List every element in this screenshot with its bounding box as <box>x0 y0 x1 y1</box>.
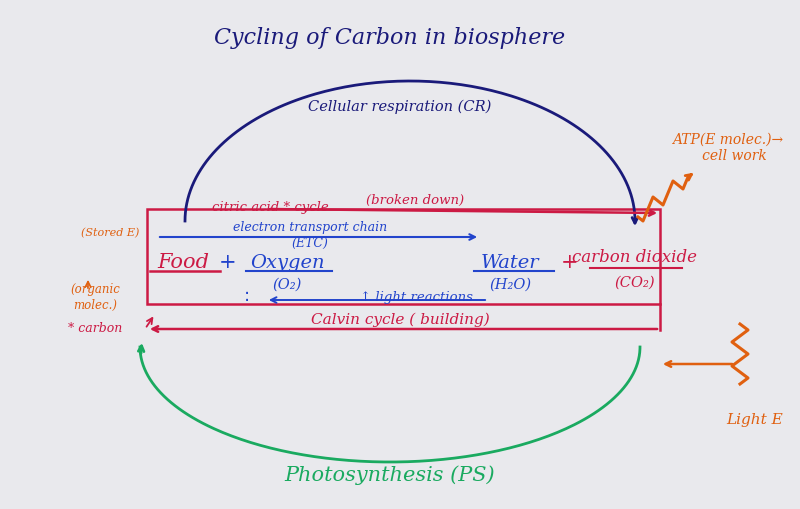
Text: ↑ light reactions: ↑ light reactions <box>360 291 473 304</box>
Text: Food: Food <box>157 253 209 272</box>
Text: carbon dioxide: carbon dioxide <box>573 249 698 266</box>
Text: (Stored E): (Stored E) <box>81 228 139 238</box>
Text: (O₂): (O₂) <box>272 277 302 292</box>
Text: citric acid * cycle: citric acid * cycle <box>212 200 328 213</box>
Text: Cellular respiration (CR): Cellular respiration (CR) <box>308 100 492 114</box>
Text: Water: Water <box>481 253 539 271</box>
Text: Light E: Light E <box>726 412 783 426</box>
Text: (H₂O): (H₂O) <box>489 277 531 292</box>
Text: +: + <box>219 253 237 272</box>
Text: molec.): molec.) <box>73 298 117 311</box>
Text: ATP(E molec.)→
   cell work: ATP(E molec.)→ cell work <box>673 133 783 163</box>
Bar <box>147 210 660 304</box>
Text: :: : <box>244 287 250 304</box>
Text: electron transport chain: electron transport chain <box>233 221 387 234</box>
Text: Photosynthesis (PS): Photosynthesis (PS) <box>285 464 495 484</box>
Text: (organic: (organic <box>70 283 120 296</box>
Text: (CO₂): (CO₂) <box>614 275 655 290</box>
Text: Calvin cycle ( building): Calvin cycle ( building) <box>310 312 490 327</box>
Text: * carbon: * carbon <box>68 321 122 334</box>
Text: Oxygen: Oxygen <box>250 253 324 271</box>
Text: Cycling of Carbon in biosphere: Cycling of Carbon in biosphere <box>214 27 566 49</box>
Text: (broken down): (broken down) <box>366 193 464 206</box>
Text: (ETC): (ETC) <box>291 236 329 249</box>
Text: +: + <box>561 253 579 272</box>
